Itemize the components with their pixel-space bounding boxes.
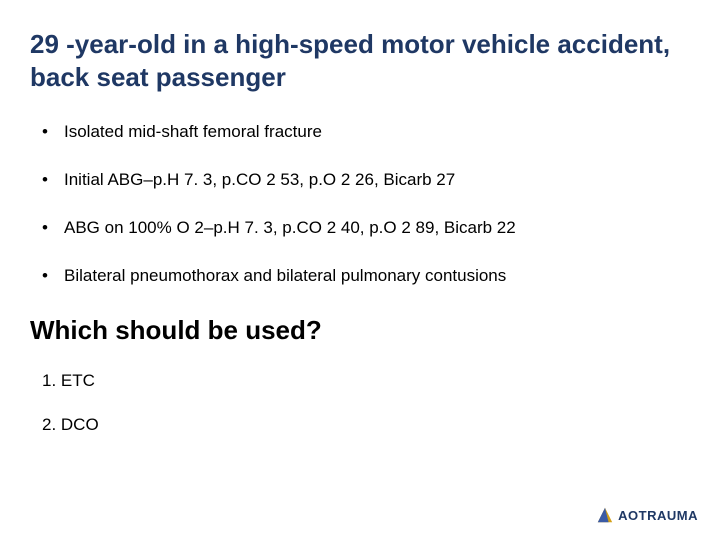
logo-text: AOTRAUMA: [618, 508, 698, 523]
slide-title: 29 -year-old in a high-speed motor vehic…: [30, 28, 690, 93]
option-item: 2. DCO: [42, 414, 690, 436]
option-item: 1. ETC: [42, 370, 690, 392]
question-heading: Which should be used?: [30, 315, 690, 346]
logo-trauma: TRAUMA: [639, 508, 698, 523]
options-list: 1. ETC 2. DCO: [30, 370, 690, 436]
logo: AOTRAUMA: [596, 506, 698, 524]
logo-icon: [596, 506, 614, 524]
bullet-item: Isolated mid-shaft femoral fracture: [42, 121, 690, 143]
bullet-list: Isolated mid-shaft femoral fracture Init…: [30, 121, 690, 287]
slide: 29 -year-old in a high-speed motor vehic…: [0, 0, 720, 540]
bullet-item: ABG on 100% O 2–p.H 7. 3, p.CO 2 40, p.O…: [42, 217, 690, 239]
bullet-item: Bilateral pneumothorax and bilateral pul…: [42, 265, 690, 287]
bullet-item: Initial ABG–p.H 7. 3, p.CO 2 53, p.O 2 2…: [42, 169, 690, 191]
logo-ao: AO: [618, 508, 639, 523]
